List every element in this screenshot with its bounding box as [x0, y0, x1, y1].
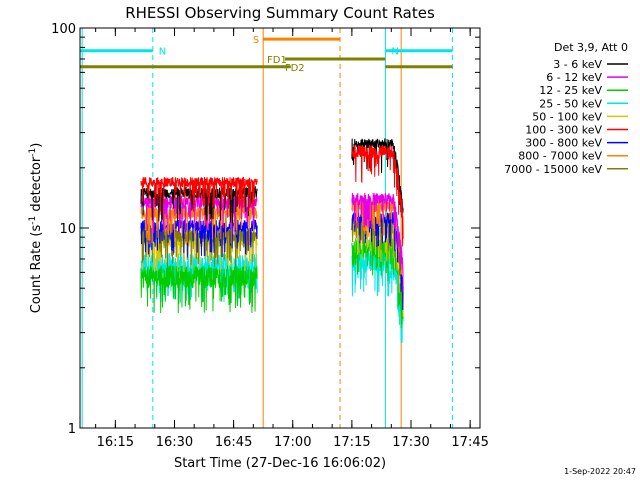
flag-label-2: S	[253, 35, 259, 46]
x-tick-label-0: 16:15	[97, 435, 134, 450]
legend-label-6: 300 - 800 keV	[525, 137, 602, 150]
y-axis-label: Count Rate (s-1 detector-1)	[28, 143, 44, 314]
chart-title: RHESSI Observing Summary Count Rates	[125, 4, 435, 22]
legend-label-4: 50 - 100 keV	[532, 110, 602, 123]
series-5-segment-1	[351, 144, 404, 247]
x-axis-label: Start Time (27-Dec-16 16:06:02)	[174, 456, 386, 471]
y-axis-label-end: )	[29, 143, 44, 148]
legend-label-3: 25 - 50 keV	[539, 97, 602, 110]
y-tick-label-1: 10	[59, 222, 76, 237]
legend-header: Det 3,9, Att 0	[554, 41, 628, 54]
x-tick-label-3: 17:00	[274, 435, 311, 450]
series-2-segment-0	[140, 264, 258, 314]
series-5-segment-0	[140, 176, 258, 212]
series-1-segment-1	[351, 192, 404, 292]
flag-label-0: N	[159, 47, 166, 58]
legend-label-0: 3 - 6 keV	[553, 58, 602, 71]
flag-label-3: FD1	[267, 55, 287, 66]
x-tick-label-4: 17:15	[333, 435, 370, 450]
y-axis-label-sup2: -1	[28, 148, 38, 157]
legend-label-1: 6 - 12 keV	[546, 71, 602, 84]
footer-timestamp: 1-Sep-2022 20:47	[564, 467, 636, 476]
flag-label-1: N	[391, 47, 398, 58]
plot-series	[140, 138, 404, 343]
y-axis-label-mid: detector	[29, 156, 44, 216]
legend-label-8: 7000 - 15000 keV	[504, 163, 602, 176]
flag-label-4: FD2	[285, 63, 305, 74]
axis-ticks: 16:15 16:30 16:45 17:00 17:15 17:30 17:45 1 10 10…	[51, 22, 489, 450]
y-tick-label-2: 100	[51, 22, 76, 37]
legend-label-7: 800 - 7000 keV	[518, 150, 602, 163]
x-tick-label-1: 16:30	[156, 435, 193, 450]
x-tick-label-6: 17:45	[451, 435, 488, 450]
series-5	[140, 144, 404, 247]
series-7-segment-0	[140, 204, 258, 245]
legend-label-2: 12 - 25 keV	[539, 84, 602, 97]
legend-label-5: 100 - 300 keV	[525, 124, 602, 137]
x-tick-label-5: 17:30	[392, 435, 429, 450]
series-6-segment-0	[140, 219, 258, 258]
y-axis-label-text: Count Rate (s	[29, 225, 44, 314]
y-axis-label-sup1: -1	[28, 216, 38, 225]
y-tick-label-0: 1	[68, 422, 76, 437]
x-tick-label-2: 16:45	[215, 435, 252, 450]
